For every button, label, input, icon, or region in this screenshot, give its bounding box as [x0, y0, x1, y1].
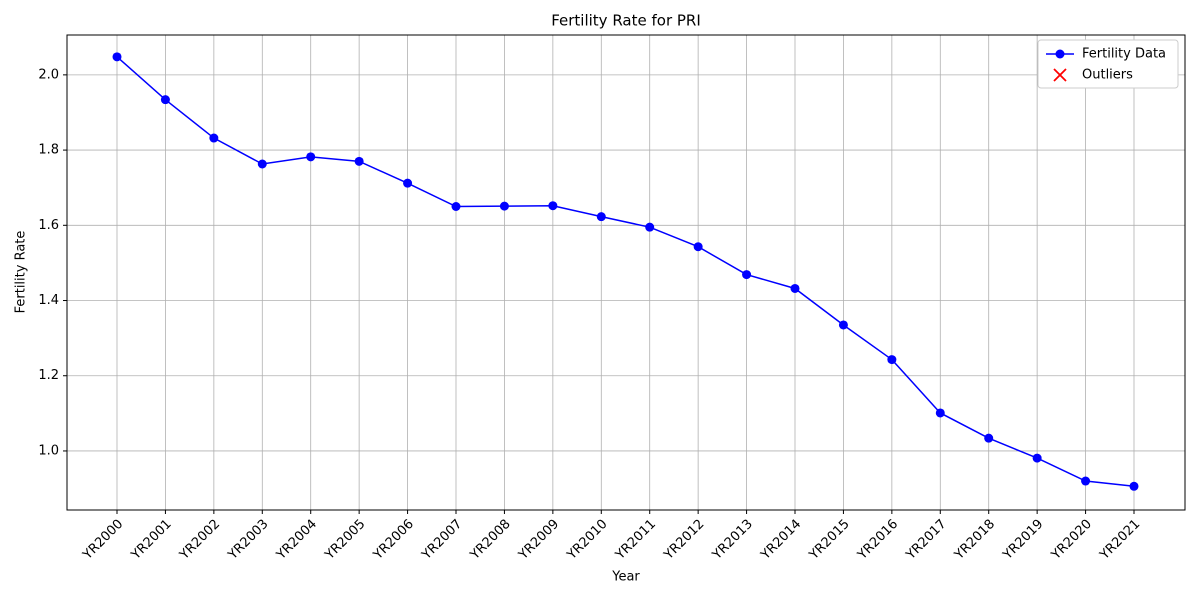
data-point: [112, 52, 122, 62]
marker-stroke: [1053, 68, 1067, 82]
data-point: [306, 152, 316, 162]
plot-frame: [66, 34, 1186, 511]
legend-box: [1037, 39, 1179, 89]
y-tick-label: 2.0: [38, 67, 59, 82]
data-point: [742, 270, 752, 280]
y-tick-label: 1.8: [38, 143, 59, 158]
y-axis-label: Fertility Rate: [14, 231, 29, 314]
legend-label: Outliers: [1082, 68, 1133, 83]
data-point: [935, 408, 945, 418]
legend-marker: [1055, 49, 1065, 59]
data-point: [693, 242, 703, 252]
data-point: [887, 355, 897, 365]
y-tick-label: 1.0: [38, 443, 59, 458]
data-point: [257, 159, 267, 169]
y-tick-label: 1.6: [38, 218, 59, 233]
data-point: [1032, 453, 1042, 463]
data-point: [160, 95, 170, 105]
y-tick-label: 1.2: [38, 368, 59, 383]
data-point: [1081, 476, 1091, 486]
legend-marker: [1053, 68, 1067, 82]
data-point: [499, 201, 509, 211]
data-point: [451, 201, 461, 211]
x-axis-label: Year: [611, 570, 640, 585]
y-tick-label: 1.4: [38, 293, 59, 308]
chart-title: Fertility Rate for PRI: [551, 12, 701, 30]
data-point: [838, 320, 848, 330]
data-point: [984, 433, 994, 443]
data-point: [645, 222, 655, 232]
data-point: [548, 201, 558, 211]
legend-label: Fertility Data: [1082, 47, 1166, 62]
data-point: [209, 133, 219, 143]
data-point: [403, 178, 413, 188]
data-line: [116, 56, 1135, 488]
data-point: [354, 156, 364, 166]
data-point: [596, 212, 606, 222]
data-point: [790, 283, 800, 293]
data-point: [1129, 481, 1139, 491]
